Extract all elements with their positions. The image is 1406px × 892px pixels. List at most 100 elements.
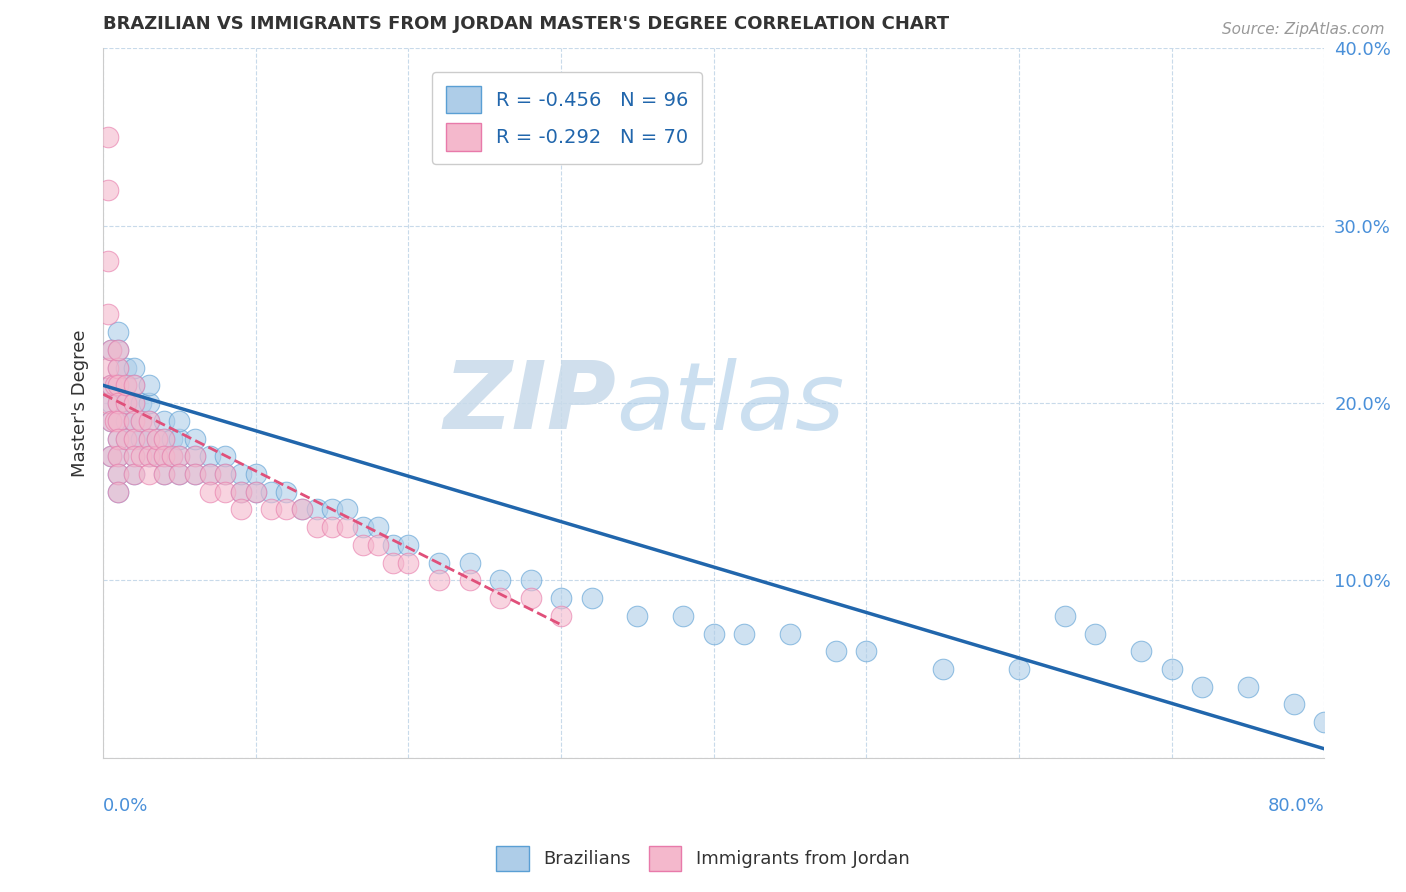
Point bbox=[104, 414, 127, 428]
Point bbox=[1237, 680, 1260, 694]
Point bbox=[145, 449, 167, 463]
Point bbox=[153, 467, 176, 481]
Point bbox=[183, 467, 205, 481]
Point bbox=[100, 343, 122, 357]
Text: atlas: atlas bbox=[616, 358, 845, 449]
Point bbox=[145, 432, 167, 446]
Point bbox=[122, 432, 145, 446]
Point bbox=[107, 484, 129, 499]
Point bbox=[1130, 644, 1153, 658]
Point bbox=[336, 502, 359, 516]
Point bbox=[229, 484, 252, 499]
Point bbox=[382, 556, 405, 570]
Point bbox=[214, 484, 236, 499]
Point bbox=[100, 449, 122, 463]
Point bbox=[138, 396, 160, 410]
Point bbox=[825, 644, 848, 658]
Point bbox=[97, 396, 120, 410]
Point bbox=[115, 378, 138, 392]
Point bbox=[581, 591, 603, 606]
Point bbox=[107, 414, 129, 428]
Point bbox=[122, 449, 145, 463]
Point bbox=[169, 449, 191, 463]
Point bbox=[107, 396, 129, 410]
Point bbox=[122, 396, 145, 410]
Point bbox=[138, 378, 160, 392]
Point bbox=[107, 467, 129, 481]
Point bbox=[122, 396, 145, 410]
Point bbox=[1053, 608, 1076, 623]
Point bbox=[122, 467, 145, 481]
Point bbox=[1313, 715, 1336, 730]
Point bbox=[229, 467, 252, 481]
Text: 0.0%: 0.0% bbox=[103, 797, 149, 814]
Point bbox=[183, 449, 205, 463]
Point bbox=[519, 591, 541, 606]
Point bbox=[1282, 698, 1305, 712]
Point bbox=[169, 467, 191, 481]
Point bbox=[276, 484, 298, 499]
Point bbox=[138, 449, 160, 463]
Point bbox=[100, 414, 122, 428]
Point bbox=[214, 449, 236, 463]
Point bbox=[398, 538, 420, 552]
Point bbox=[550, 591, 572, 606]
Point bbox=[160, 449, 183, 463]
Point bbox=[97, 307, 120, 321]
Point bbox=[305, 502, 328, 516]
Point bbox=[169, 432, 191, 446]
Point bbox=[489, 574, 512, 588]
Point bbox=[115, 396, 138, 410]
Point bbox=[115, 432, 138, 446]
Point bbox=[122, 378, 145, 392]
Point bbox=[183, 449, 205, 463]
Point bbox=[214, 467, 236, 481]
Point bbox=[153, 449, 176, 463]
Point bbox=[1374, 644, 1396, 658]
Point bbox=[427, 574, 450, 588]
Point bbox=[107, 378, 129, 392]
Point bbox=[97, 360, 120, 375]
Point bbox=[198, 449, 221, 463]
Point bbox=[97, 183, 120, 197]
Point bbox=[115, 396, 138, 410]
Point bbox=[160, 432, 183, 446]
Point bbox=[107, 378, 129, 392]
Point bbox=[367, 538, 389, 552]
Legend: Brazilians, Immigrants from Jordan: Brazilians, Immigrants from Jordan bbox=[489, 838, 917, 879]
Point bbox=[115, 378, 138, 392]
Point bbox=[245, 484, 267, 499]
Point bbox=[138, 449, 160, 463]
Point bbox=[1191, 680, 1213, 694]
Point bbox=[153, 414, 176, 428]
Point bbox=[153, 432, 176, 446]
Point bbox=[129, 432, 152, 446]
Point bbox=[122, 467, 145, 481]
Point bbox=[169, 414, 191, 428]
Point bbox=[229, 502, 252, 516]
Point bbox=[138, 467, 160, 481]
Point bbox=[1084, 626, 1107, 640]
Point bbox=[427, 556, 450, 570]
Point bbox=[107, 360, 129, 375]
Text: BRAZILIAN VS IMMIGRANTS FROM JORDAN MASTER'S DEGREE CORRELATION CHART: BRAZILIAN VS IMMIGRANTS FROM JORDAN MAST… bbox=[103, 15, 949, 33]
Point bbox=[214, 467, 236, 481]
Point bbox=[122, 449, 145, 463]
Point bbox=[855, 644, 877, 658]
Point bbox=[703, 626, 725, 640]
Point bbox=[1344, 608, 1367, 623]
Point bbox=[115, 414, 138, 428]
Point bbox=[129, 396, 152, 410]
Point bbox=[97, 130, 120, 145]
Point bbox=[519, 574, 541, 588]
Point bbox=[1160, 662, 1182, 676]
Point bbox=[626, 608, 648, 623]
Point bbox=[352, 538, 374, 552]
Point bbox=[932, 662, 955, 676]
Point bbox=[138, 432, 160, 446]
Point bbox=[321, 520, 343, 534]
Point bbox=[122, 414, 145, 428]
Point bbox=[169, 467, 191, 481]
Point bbox=[100, 396, 122, 410]
Point bbox=[107, 432, 129, 446]
